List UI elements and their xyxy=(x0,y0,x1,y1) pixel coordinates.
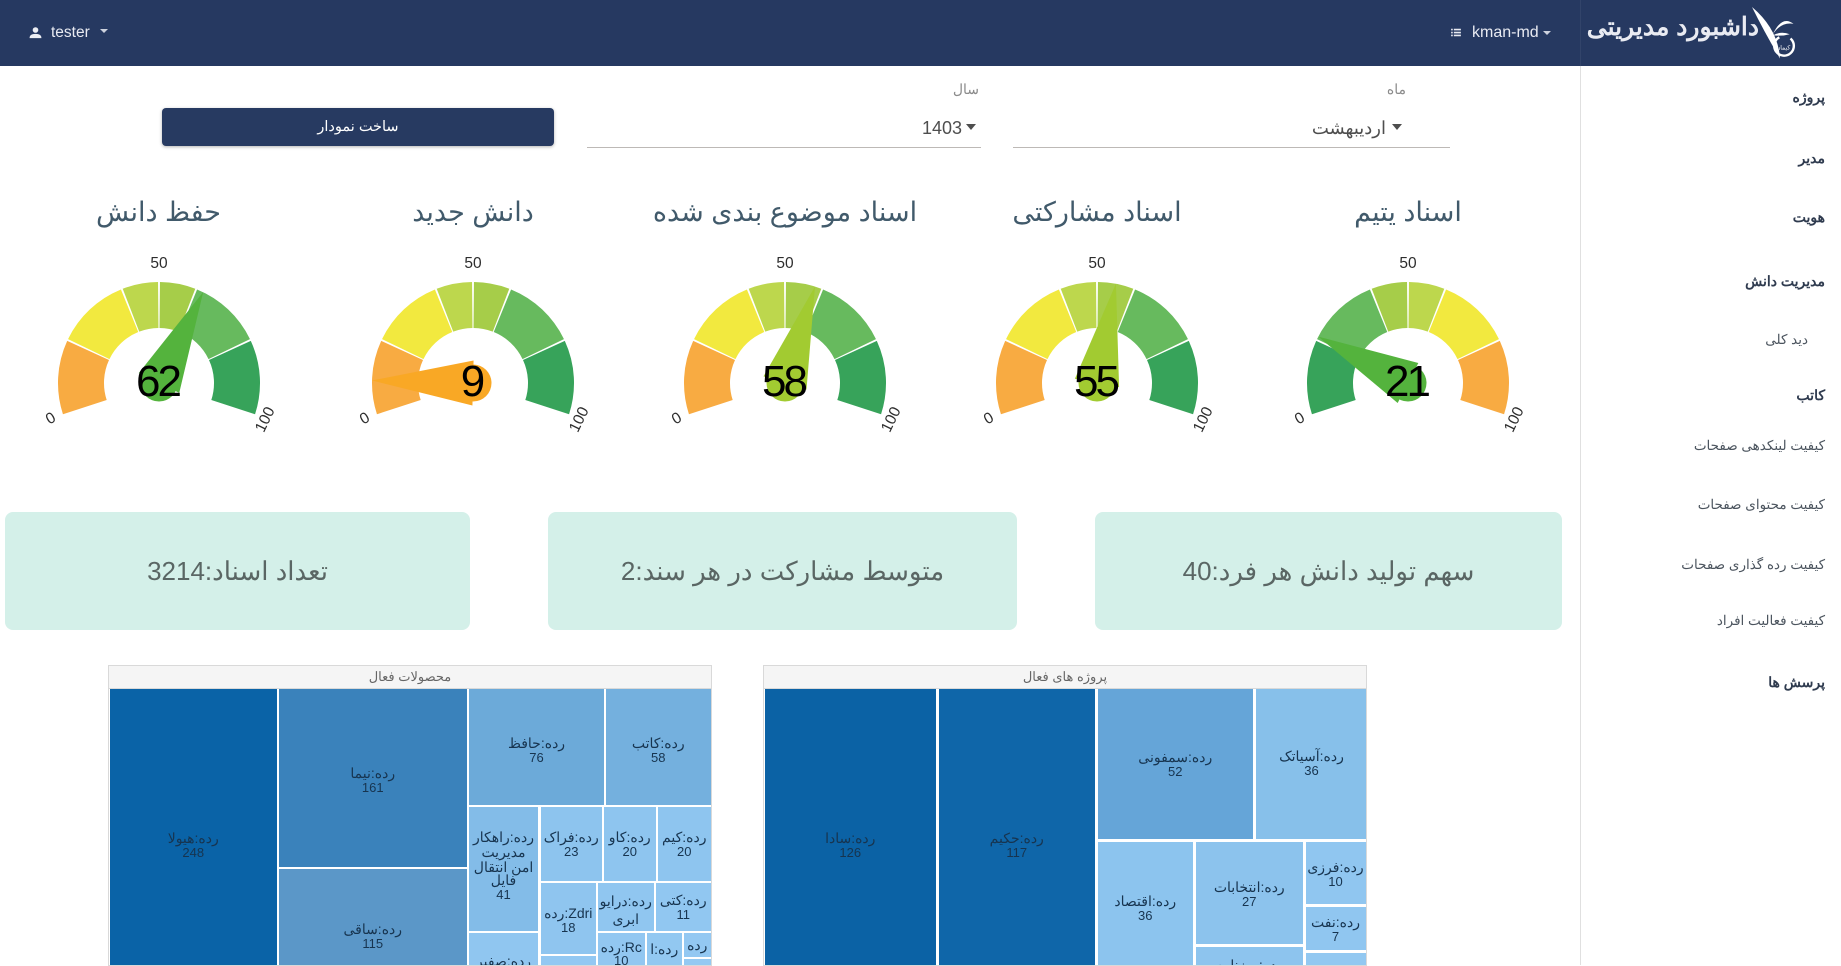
svg-text:9: 9 xyxy=(461,357,484,406)
svg-text:0: 0 xyxy=(981,409,997,428)
svg-text:62: 62 xyxy=(136,357,180,406)
svg-text:50: 50 xyxy=(464,255,482,272)
svg-text:50: 50 xyxy=(776,255,794,272)
svg-text:50: 50 xyxy=(1399,255,1417,272)
svg-text:کیمان: کیمان xyxy=(1776,45,1791,52)
svg-text:21: 21 xyxy=(1385,357,1429,406)
svg-text:0: 0 xyxy=(357,409,373,428)
svg-text:0: 0 xyxy=(669,409,685,428)
svg-text:50: 50 xyxy=(1088,255,1106,272)
svg-text:50: 50 xyxy=(150,255,168,272)
svg-text:58: 58 xyxy=(762,357,806,406)
svg-text:0: 0 xyxy=(1292,409,1308,428)
svg-text:0: 0 xyxy=(42,409,58,428)
svg-text:55: 55 xyxy=(1074,357,1118,406)
